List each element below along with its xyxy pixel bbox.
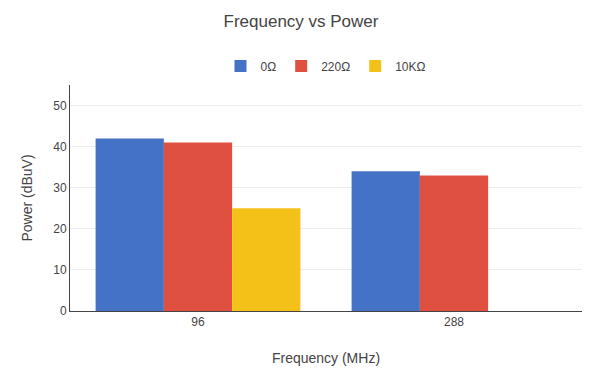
svg-text:0Ω: 0Ω — [261, 60, 277, 74]
svg-text:30: 30 — [53, 181, 67, 195]
svg-text:40: 40 — [53, 140, 67, 154]
svg-text:Power (dBuV): Power (dBuV) — [19, 154, 35, 241]
svg-text:0: 0 — [60, 304, 67, 318]
svg-text:10: 10 — [53, 263, 67, 277]
svg-text:96: 96 — [191, 315, 205, 329]
svg-text:50: 50 — [53, 99, 67, 113]
svg-text:288: 288 — [444, 315, 464, 329]
svg-text:Frequency vs Power: Frequency vs Power — [224, 12, 379, 31]
svg-text:Frequency (MHz): Frequency (MHz) — [272, 350, 380, 366]
svg-text:10KΩ: 10KΩ — [395, 60, 425, 74]
svg-text:220Ω: 220Ω — [321, 60, 350, 74]
svg-text:20: 20 — [53, 222, 67, 236]
